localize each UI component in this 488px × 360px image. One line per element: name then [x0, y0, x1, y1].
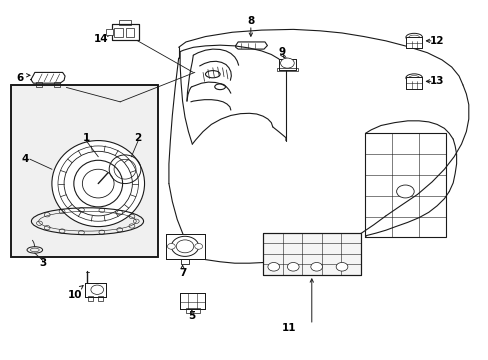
Bar — [278, 59, 296, 69]
Circle shape — [91, 285, 103, 294]
Ellipse shape — [205, 71, 220, 78]
Ellipse shape — [214, 84, 225, 90]
Text: 3: 3 — [39, 258, 46, 268]
Circle shape — [194, 243, 202, 249]
Ellipse shape — [82, 169, 114, 198]
Bar — [11, 85, 158, 257]
Bar — [365, 134, 445, 237]
Text: 14: 14 — [93, 35, 108, 44]
Text: 7: 7 — [179, 267, 186, 278]
Bar — [11, 85, 158, 257]
Bar — [165, 234, 204, 259]
Ellipse shape — [52, 140, 144, 226]
Bar — [114, 28, 123, 37]
Text: 5: 5 — [188, 311, 195, 320]
Ellipse shape — [74, 160, 122, 207]
Bar — [180, 293, 205, 309]
Bar — [405, 77, 422, 89]
Bar — [88, 296, 93, 301]
Bar — [98, 296, 103, 301]
Bar — [165, 234, 204, 259]
Circle shape — [287, 262, 299, 271]
Text: 6: 6 — [17, 73, 24, 83]
Bar — [106, 29, 113, 36]
Text: 10: 10 — [67, 291, 82, 301]
Bar — [185, 309, 199, 314]
Text: 13: 13 — [429, 76, 444, 86]
Circle shape — [396, 185, 413, 198]
Bar — [405, 37, 422, 48]
Bar — [276, 68, 298, 71]
Text: 9: 9 — [278, 46, 285, 57]
Bar — [180, 293, 205, 309]
Bar — [125, 28, 134, 37]
Text: 4: 4 — [21, 154, 29, 164]
Circle shape — [267, 262, 279, 271]
Text: 8: 8 — [247, 17, 254, 27]
Bar — [405, 77, 422, 89]
Text: 2: 2 — [134, 133, 142, 143]
Circle shape — [280, 58, 294, 68]
Bar — [36, 82, 41, 87]
Bar — [119, 21, 131, 25]
Bar — [405, 37, 422, 48]
Bar — [85, 283, 105, 297]
Circle shape — [335, 262, 347, 271]
Circle shape — [167, 243, 175, 249]
Text: 12: 12 — [429, 36, 444, 46]
Text: 1: 1 — [82, 133, 89, 143]
Circle shape — [310, 262, 322, 271]
Bar — [263, 233, 360, 275]
Bar — [85, 283, 105, 297]
Bar — [278, 59, 296, 69]
Bar — [263, 233, 360, 275]
Text: 11: 11 — [282, 323, 296, 333]
Bar — [54, 82, 60, 87]
Bar — [112, 24, 139, 40]
Circle shape — [171, 236, 198, 256]
Bar — [112, 24, 139, 40]
